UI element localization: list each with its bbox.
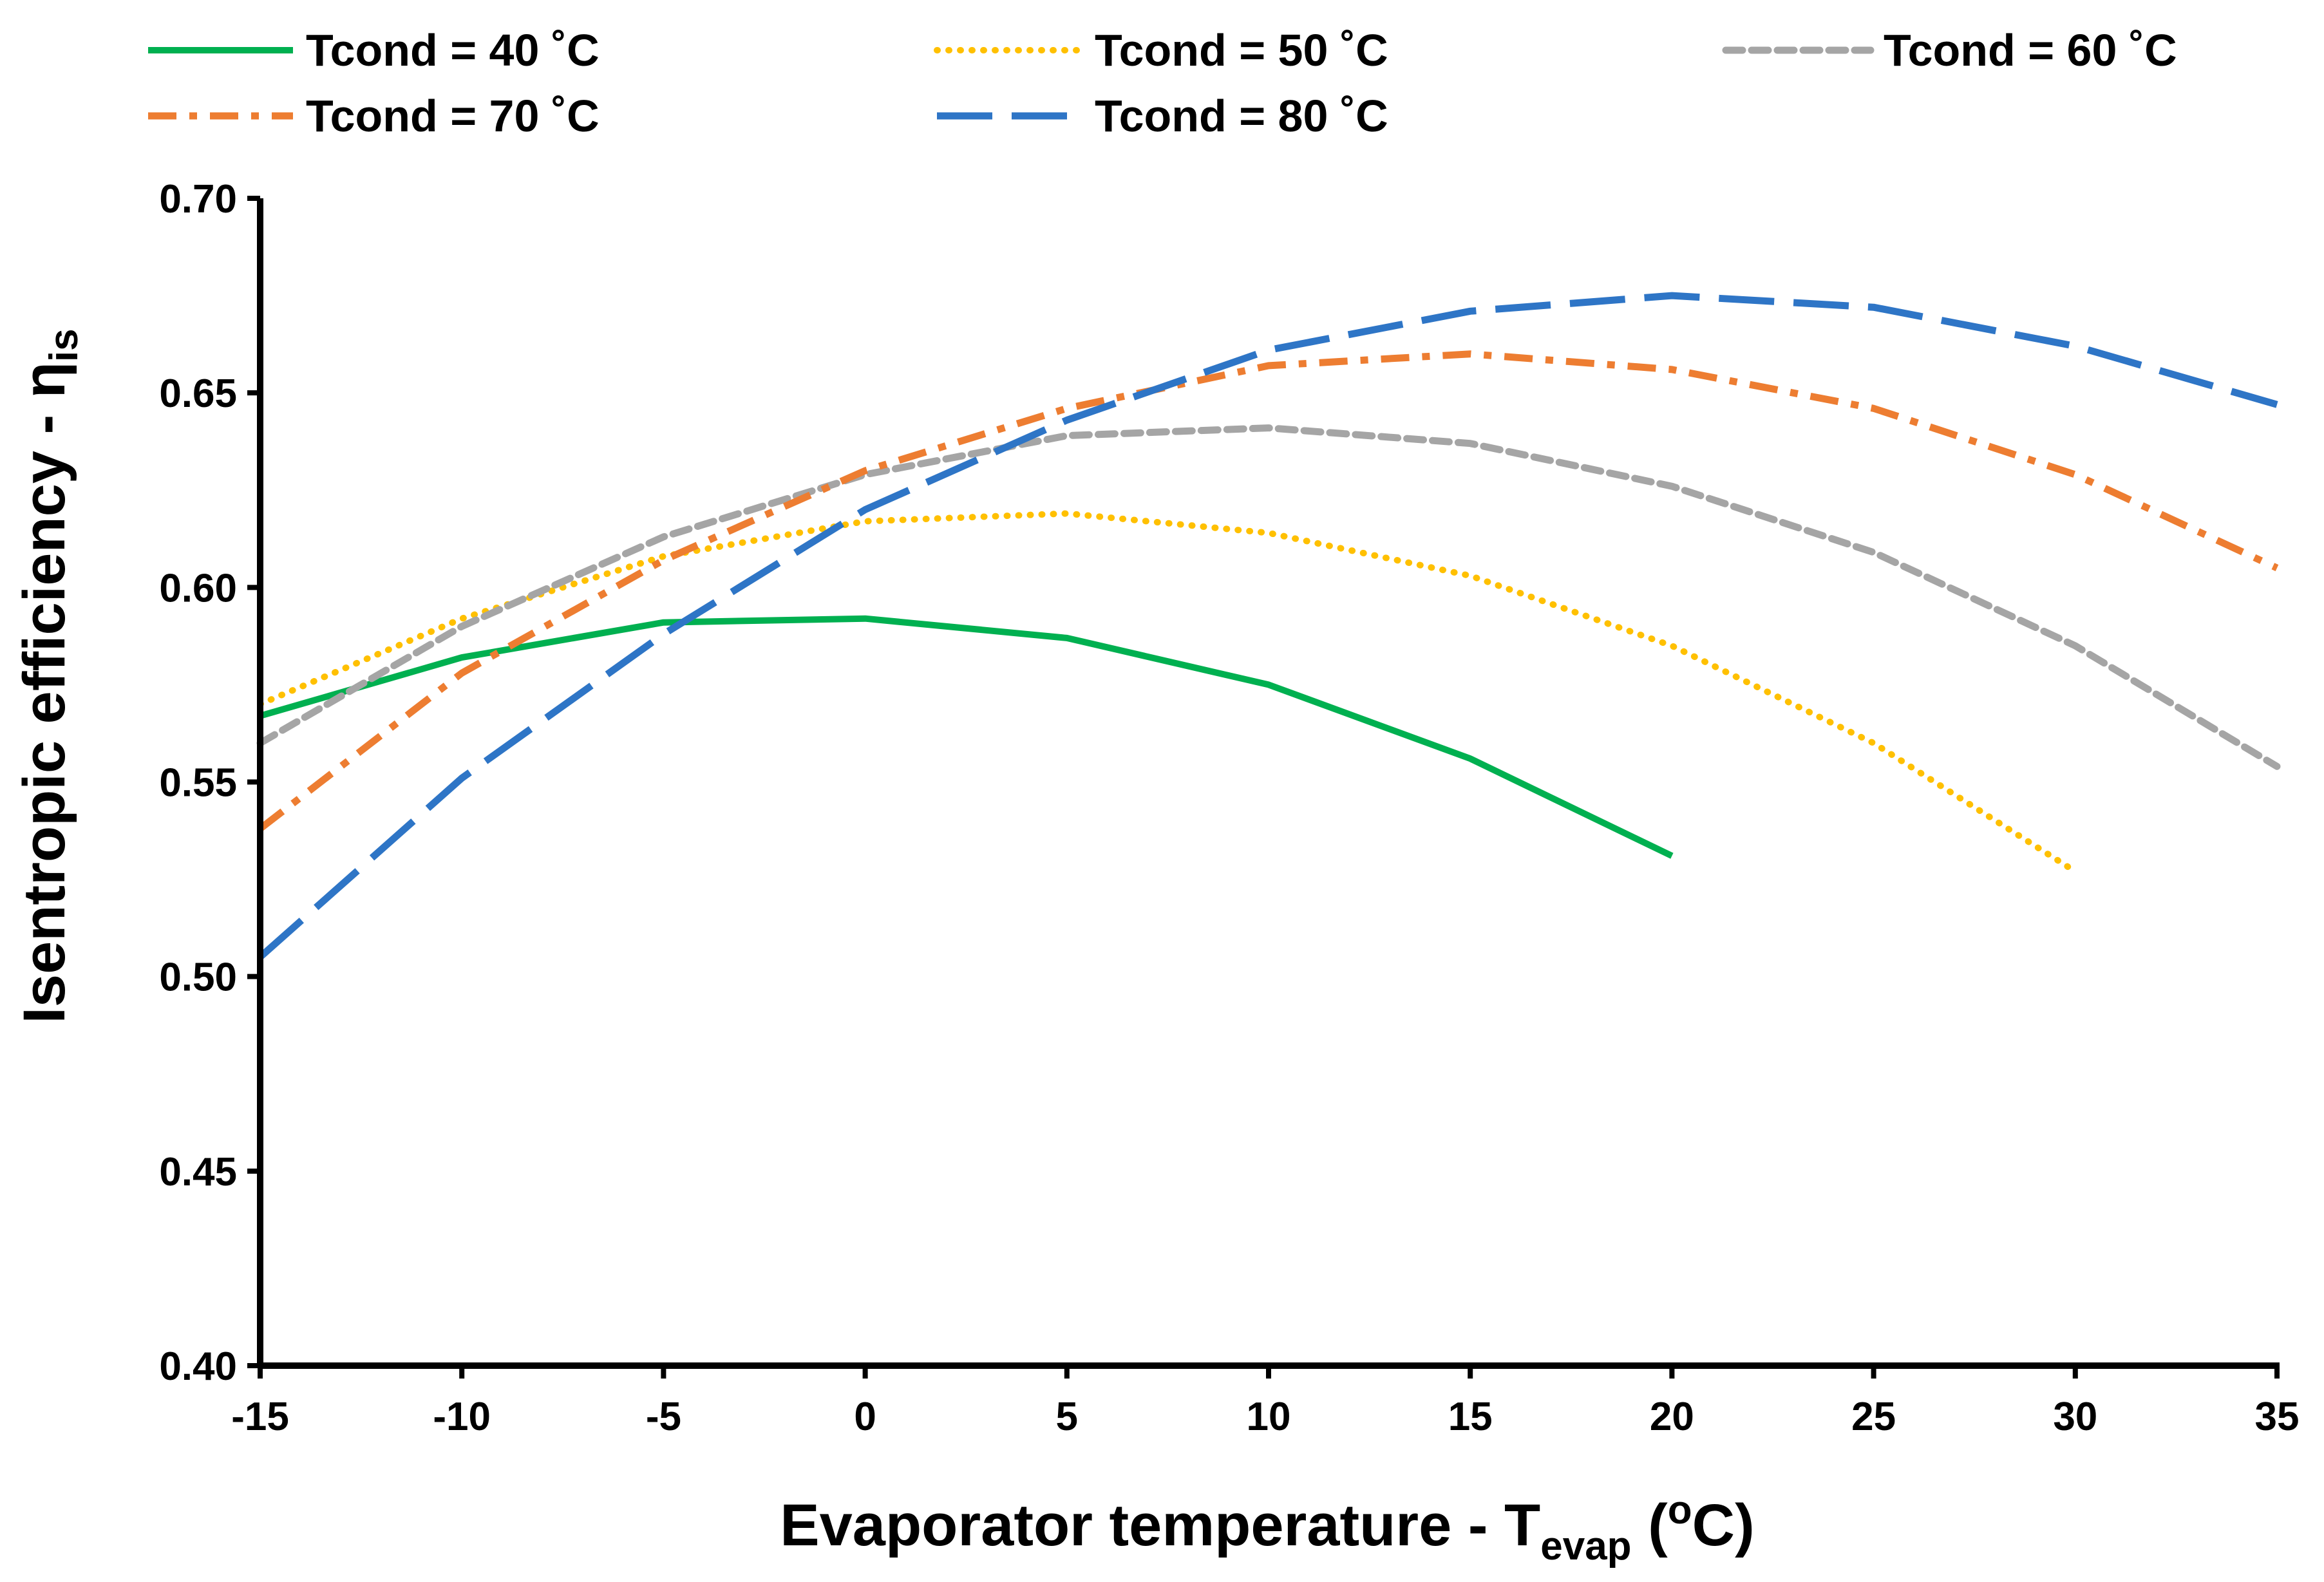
y-tick-label: 0.65	[159, 372, 237, 416]
x-tick-label: -10	[433, 1395, 491, 1439]
x-tick-label: 35	[2255, 1395, 2300, 1439]
x-tick-label: 5	[1056, 1395, 1078, 1439]
x-axis-title-main: Evaporator temperature - T	[780, 1493, 1540, 1558]
legend-item-1: Tcond = 40 ˚C	[148, 25, 600, 75]
x-tick-label: 0	[854, 1395, 876, 1439]
series-line-4	[258, 350, 2279, 832]
y-axis-title-subscript: is	[42, 328, 86, 362]
x-tick-label: 15	[1448, 1395, 1493, 1439]
axes	[247, 196, 2280, 1379]
y-axis-title: Isentropic efficiency - ηis	[12, 328, 86, 1023]
legend-label: Tcond = 80 ˚C	[1095, 91, 1388, 141]
x-tick-label: 25	[1851, 1395, 1896, 1439]
series-layer	[256, 292, 2281, 960]
legend-label: Tcond = 40 ˚C	[306, 25, 600, 75]
legend-item-2: Tcond = 50 ˚C	[934, 25, 1388, 75]
series-line-2	[257, 510, 2079, 875]
legend-label: Tcond = 50 ˚C	[1095, 25, 1388, 75]
x-tick-label: 30	[2053, 1395, 2097, 1439]
y-tick-label: 0.60	[159, 566, 237, 610]
y-tick-label: 0.55	[159, 761, 237, 805]
legend-item-4: Tcond = 70 ˚C	[148, 91, 600, 141]
y-tick-label: 0.40	[159, 1344, 237, 1389]
y-tick-label: 0.45	[159, 1150, 237, 1194]
x-tick-label: -5	[646, 1395, 681, 1439]
y-axis-title-main: Isentropic efficiency - η	[12, 362, 77, 1024]
legend: Tcond = 40 ˚C Tcond = 50 ˚C Tcond = 60 ˚C T…	[148, 25, 2177, 141]
legend-item-5: Tcond = 80 ˚C	[937, 91, 1388, 141]
x-axis-title-superscript: o	[1668, 1488, 1692, 1532]
legend-item-3: Tcond = 60 ˚C	[1722, 25, 2177, 75]
x-axis-title-unit: C)	[1692, 1493, 1755, 1558]
x-axis-title-open: (	[1632, 1493, 1668, 1558]
y-tick-label: 0.50	[159, 956, 237, 1000]
y-tick-label: 0.70	[159, 177, 237, 221]
x-axis-title: Evaporator temperature - Tevap (oC)	[780, 1488, 1754, 1568]
x-axis-title-subscript: evap	[1540, 1524, 1631, 1568]
tick-labels: 0.40 0.45 0.50 0.55 0.60 0.65 0.70 -15 -10 -5 0 5 10…	[159, 177, 2299, 1439]
legend-label: Tcond = 70 ˚C	[306, 91, 600, 141]
series-line-3	[256, 424, 2281, 770]
x-tick-label: -15	[231, 1395, 289, 1439]
legend-label: Tcond = 60 ˚C	[1884, 25, 2177, 75]
x-tick-label: 20	[1650, 1395, 1694, 1439]
x-tick-label: 10	[1247, 1395, 1291, 1439]
